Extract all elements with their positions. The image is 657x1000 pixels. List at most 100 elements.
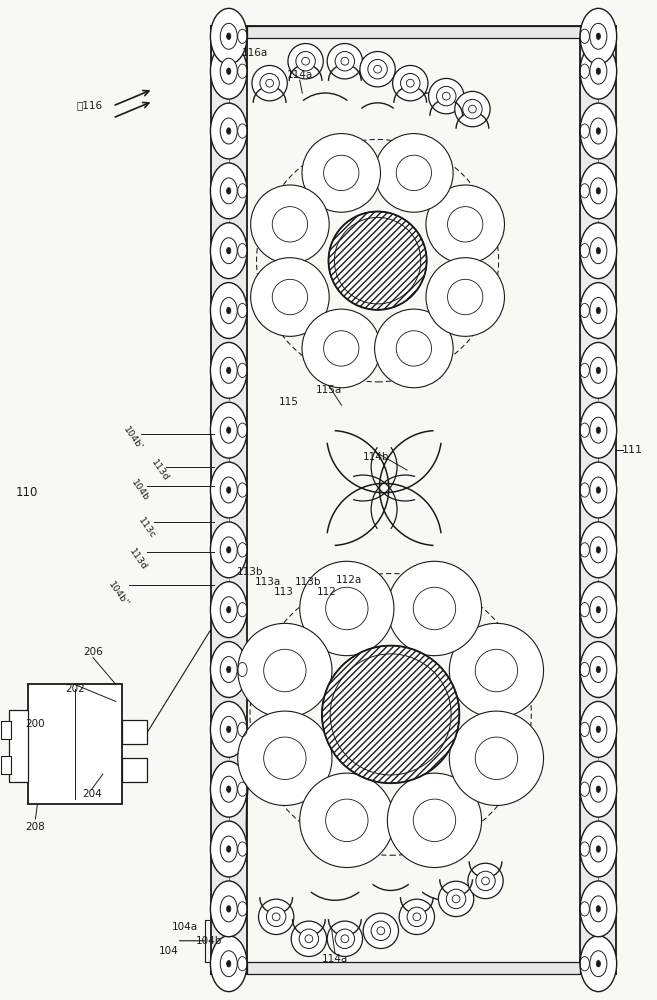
Circle shape [220,951,237,977]
Bar [580,26,616,974]
Circle shape [580,936,617,992]
Circle shape [597,846,600,852]
Circle shape [210,43,247,99]
Text: 115a: 115a [315,385,342,395]
Ellipse shape [449,711,543,805]
Circle shape [227,68,231,74]
Circle shape [210,881,247,937]
Circle shape [227,726,231,733]
Circle shape [597,367,600,374]
Circle shape [227,786,231,792]
Circle shape [220,298,237,323]
Text: 112a: 112a [336,575,363,585]
Ellipse shape [251,258,329,336]
Circle shape [210,8,247,64]
Circle shape [597,666,600,673]
Circle shape [590,716,607,742]
Text: 113b: 113b [294,577,321,587]
Text: 200: 200 [26,719,45,729]
Ellipse shape [393,65,428,101]
Text: 113c: 113c [136,516,157,540]
Ellipse shape [436,86,456,106]
Text: 113b: 113b [237,567,263,577]
Ellipse shape [322,646,459,783]
Circle shape [597,726,600,733]
Circle shape [580,283,617,338]
Circle shape [220,58,237,84]
Circle shape [227,307,231,314]
Circle shape [580,642,617,697]
Ellipse shape [302,134,380,212]
Circle shape [220,118,237,144]
Circle shape [590,118,607,144]
Circle shape [580,223,617,279]
Circle shape [590,951,607,977]
Circle shape [597,427,600,433]
Circle shape [580,8,617,64]
Ellipse shape [335,929,355,949]
Ellipse shape [446,889,466,909]
Circle shape [597,307,600,314]
Ellipse shape [463,99,482,119]
Circle shape [580,821,617,877]
Ellipse shape [296,51,315,71]
Circle shape [597,188,600,194]
Circle shape [597,606,600,613]
Circle shape [210,103,247,159]
Text: 111: 111 [622,445,643,455]
Circle shape [220,597,237,623]
Text: 113d: 113d [149,458,170,483]
Bar [28,684,122,804]
Ellipse shape [327,921,363,956]
Ellipse shape [426,185,505,264]
Circle shape [590,357,607,383]
Ellipse shape [426,258,505,336]
Text: 114a: 114a [286,70,313,80]
Circle shape [227,33,231,40]
Circle shape [210,582,247,638]
Ellipse shape [374,134,453,212]
Circle shape [597,547,600,553]
Text: 110: 110 [16,486,38,499]
Bar [9,710,28,782]
Circle shape [590,776,607,802]
Bar [211,26,247,974]
Circle shape [227,846,231,852]
Ellipse shape [238,623,332,718]
Circle shape [597,68,600,74]
Ellipse shape [438,881,474,917]
Text: 112: 112 [317,587,337,597]
Bar [1,756,11,774]
Circle shape [220,357,237,383]
Circle shape [597,33,600,40]
Circle shape [227,128,231,134]
Circle shape [220,238,237,264]
Ellipse shape [300,773,394,868]
Ellipse shape [302,309,380,388]
Circle shape [220,657,237,682]
Ellipse shape [407,907,426,927]
Circle shape [210,223,247,279]
Circle shape [580,342,617,398]
Circle shape [580,462,617,518]
Text: 113a: 113a [255,577,281,587]
Circle shape [210,936,247,992]
Circle shape [227,427,231,433]
Circle shape [220,836,237,862]
Circle shape [590,178,607,204]
Circle shape [597,786,600,792]
Circle shape [227,247,231,254]
Ellipse shape [251,185,329,264]
Circle shape [210,342,247,398]
Circle shape [210,462,247,518]
Circle shape [597,906,600,912]
Ellipse shape [428,78,464,114]
Circle shape [220,716,237,742]
Text: 104b': 104b' [121,425,143,452]
Ellipse shape [401,73,420,93]
Circle shape [227,906,231,912]
Text: 202: 202 [65,684,85,694]
Circle shape [220,537,237,563]
Circle shape [220,23,237,49]
Circle shape [597,247,600,254]
